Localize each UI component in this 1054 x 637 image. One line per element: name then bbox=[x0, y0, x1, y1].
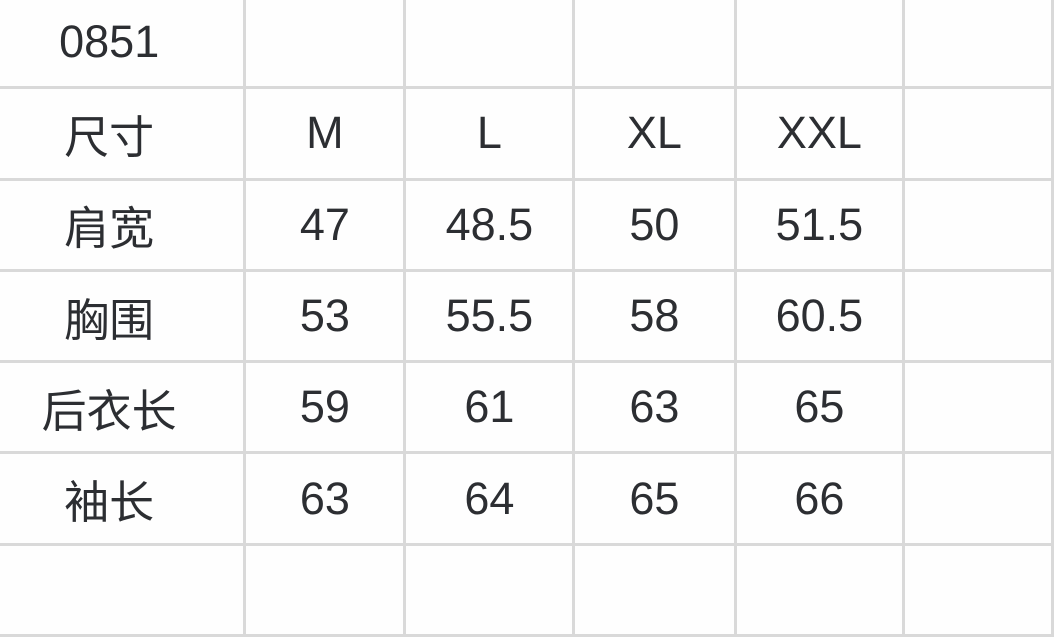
empty-cell bbox=[902, 86, 1054, 181]
product-code-cell: 0851 bbox=[0, 0, 247, 90]
size-cell-xl: XL bbox=[572, 86, 737, 181]
value-cell: 63 bbox=[243, 451, 407, 546]
empty-cell bbox=[733, 542, 906, 637]
value-cell: 66 bbox=[733, 451, 906, 546]
empty-cell bbox=[902, 360, 1054, 455]
value-cell: 60.5 bbox=[733, 268, 906, 364]
value-cell: 55.5 bbox=[403, 268, 576, 364]
empty-cell bbox=[403, 542, 576, 637]
value-cell: 50 bbox=[572, 177, 737, 272]
value-cell: 63 bbox=[572, 360, 737, 455]
header-label-cell: 尺寸 bbox=[0, 86, 247, 181]
measurement-row-shoulder: 肩宽 47 48.5 50 51.5 bbox=[0, 177, 1054, 272]
row-label-cell: 袖长 bbox=[0, 451, 247, 546]
empty-cell bbox=[572, 0, 737, 90]
empty-cell bbox=[902, 0, 1054, 90]
value-cell: 65 bbox=[572, 451, 737, 546]
empty-cell bbox=[0, 542, 247, 637]
value-cell: 61 bbox=[403, 360, 576, 455]
value-cell: 64 bbox=[403, 451, 576, 546]
value-cell: 47 bbox=[243, 177, 407, 272]
value-cell: 51.5 bbox=[733, 177, 906, 272]
row-label-cell: 胸围 bbox=[0, 268, 247, 364]
size-cell-m: M bbox=[243, 86, 407, 181]
empty-cell bbox=[733, 0, 906, 90]
empty-cell bbox=[243, 0, 407, 90]
size-cell-xxl: XXL bbox=[733, 86, 906, 181]
empty-cell bbox=[902, 451, 1054, 546]
partial-bottom-row bbox=[0, 542, 1054, 637]
value-cell: 48.5 bbox=[403, 177, 576, 272]
measurement-row-sleeve: 袖长 63 64 65 66 bbox=[0, 451, 1054, 546]
measurement-row-chest: 胸围 53 55.5 58 60.5 bbox=[0, 268, 1054, 364]
empty-cell bbox=[902, 177, 1054, 272]
value-cell: 58 bbox=[572, 268, 737, 364]
measurement-row-back-length: 后衣长 59 61 63 65 bbox=[0, 360, 1054, 455]
size-cell-l: L bbox=[403, 86, 576, 181]
value-cell: 65 bbox=[733, 360, 906, 455]
empty-cell bbox=[902, 542, 1054, 637]
row-label-cell: 后衣长 bbox=[0, 360, 247, 455]
empty-cell bbox=[902, 268, 1054, 364]
value-cell: 59 bbox=[243, 360, 407, 455]
empty-cell bbox=[243, 542, 407, 637]
value-cell: 53 bbox=[243, 268, 407, 364]
product-code-row: 0851 bbox=[0, 0, 1054, 90]
row-label-cell: 肩宽 bbox=[0, 177, 247, 272]
size-header-row: 尺寸 M L XL XXL bbox=[0, 86, 1054, 181]
empty-cell bbox=[403, 0, 576, 90]
empty-cell bbox=[572, 542, 737, 637]
